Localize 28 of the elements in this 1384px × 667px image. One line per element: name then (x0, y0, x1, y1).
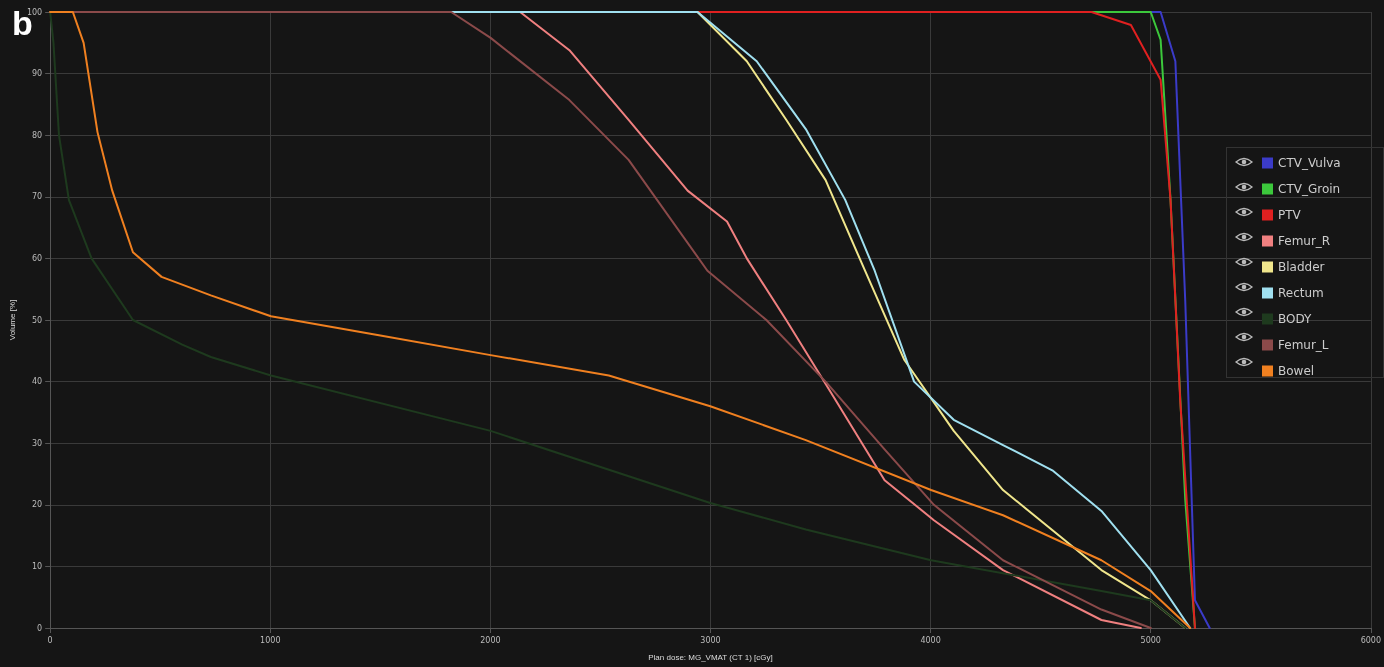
y-tick-label: 30 (31, 438, 43, 448)
x-tick-label: 5000 (1140, 635, 1161, 645)
y-tick-label: 40 (31, 377, 43, 387)
y-tick-label: 20 (31, 500, 43, 510)
legend-label: PTV (1278, 208, 1302, 222)
legend-label: CTV_Groin (1278, 182, 1341, 196)
y-axis-title: Volume [%] (7, 299, 17, 341)
x-tick-label: 4000 (920, 635, 941, 645)
x-tick-label: 2000 (480, 635, 501, 645)
y-tick-label: 50 (31, 315, 43, 325)
y-tick-label: 60 (31, 253, 43, 263)
legend-label: CTV_Vulva (1278, 156, 1341, 170)
legend-label: Bladder (1278, 260, 1325, 274)
y-tick-label: 0 (37, 623, 43, 633)
x-axis-title: Plan dose: MG_VMAT (CT 1) [cGy] (648, 652, 773, 662)
legend-label: Bowel (1278, 364, 1315, 378)
legend-label: Femur_R (1278, 234, 1331, 248)
y-tick-label: 10 (31, 561, 43, 571)
legend-label: Rectum (1278, 286, 1324, 300)
legend-label: BODY (1278, 312, 1313, 326)
x-tick-label: 1000 (260, 635, 281, 645)
legend-label: Femur_L (1278, 338, 1329, 352)
x-tick-label: 6000 (1360, 635, 1381, 645)
x-tick-label: 0 (47, 635, 53, 645)
y-tick-label: 70 (31, 192, 43, 202)
y-tick-label: 80 (31, 130, 43, 140)
y-tick-label: 90 (31, 69, 43, 79)
x-tick-label: 3000 (700, 635, 721, 645)
